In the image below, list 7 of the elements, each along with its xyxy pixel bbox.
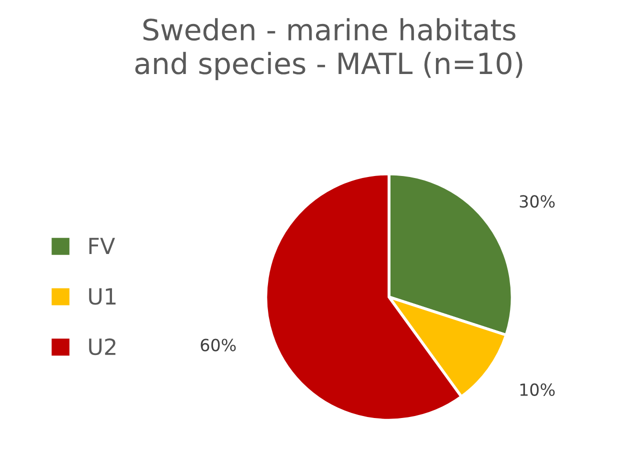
legend-label: FV xyxy=(89,238,116,254)
data-label: 10% xyxy=(520,383,555,396)
chart-title: Sweden - marine habitats and species - MATL (n=10) xyxy=(135,18,522,80)
data-label: 60% xyxy=(200,338,236,352)
legend-label: U1 xyxy=(89,288,116,305)
data-label: 30% xyxy=(520,195,555,208)
legend-label: U2 xyxy=(89,338,116,356)
